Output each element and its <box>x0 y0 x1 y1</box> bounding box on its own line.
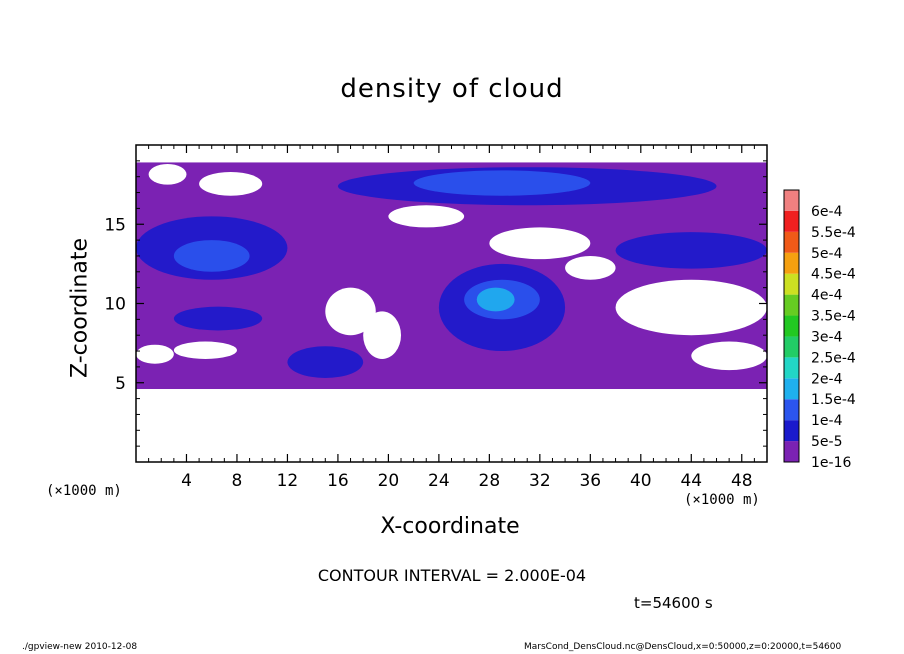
x-tick-label-9: 40 <box>630 471 652 491</box>
cloud-free-region-1 <box>136 389 767 462</box>
y-axis-unit: (×1000 m) <box>46 483 122 499</box>
colorbar-swatch-7 <box>784 294 799 316</box>
clear-patch-5 <box>565 255 616 280</box>
clear-patch-8 <box>136 344 174 364</box>
clear-patch-6 <box>325 287 376 336</box>
colorbar-swatch-3 <box>784 378 799 400</box>
colorbar-label-12: 6e-4 <box>811 204 843 220</box>
colorbar-label-5: 2.5e-4 <box>811 350 856 366</box>
y-tick-label-1: 10 <box>104 295 126 315</box>
chart-title: density of cloud <box>340 74 564 104</box>
colorbar-swatch-0 <box>784 441 799 462</box>
clear-patch-4 <box>615 279 767 336</box>
colorbar-label-6: 3e-4 <box>811 329 843 345</box>
colorbar-swatch-5 <box>784 336 799 358</box>
contour-interval: CONTOUR INTERVAL = 2.000E-04 <box>317 566 587 585</box>
y-tick-label-0: 5 <box>115 374 126 394</box>
x-tick-label-1: 8 <box>232 471 243 491</box>
time-label: t=54600 s <box>634 594 713 612</box>
clear-patch-1 <box>199 171 263 196</box>
clear-patch-9 <box>173 341 237 359</box>
x-axis-unit: (×1000 m) <box>684 492 760 508</box>
colorbar-label-11: 5.5e-4 <box>811 225 856 241</box>
x-tick-label-7: 32 <box>529 471 551 491</box>
colorbar-swatch-11 <box>784 210 799 232</box>
colorbar-label-7: 3.5e-4 <box>811 309 856 325</box>
clear-patch-10 <box>691 341 767 371</box>
clear-patch-0 <box>148 164 187 185</box>
footer-left: ./gpview-new 2010-12-08 <box>22 642 138 652</box>
x-tick-label-4: 20 <box>378 471 400 491</box>
clear-patch-3 <box>489 227 591 260</box>
colorbar-swatch-4 <box>784 357 799 379</box>
x-tick-label-5: 24 <box>428 471 450 491</box>
cloud-region-11 <box>615 232 767 269</box>
colorbar-label-4: 2e-4 <box>811 371 843 387</box>
colorbar-label-8: 4e-4 <box>811 288 843 304</box>
footer-right: MarsCond_DensCloud.nc@DensCloud,x=0:5000… <box>524 642 842 652</box>
colorbar-label-0: 1e-16 <box>811 455 851 471</box>
x-tick-label-8: 36 <box>579 471 601 491</box>
colorbar-swatch-8 <box>784 273 799 295</box>
colorbar-frame <box>783 189 800 463</box>
colorbar-swatch-12 <box>784 190 799 211</box>
clear-patch-7 <box>363 311 402 359</box>
x-tick-label-11: 48 <box>731 471 753 491</box>
cloud-region-9 <box>173 306 263 331</box>
cloud-region-3 <box>413 170 591 196</box>
x-tick-label-10: 44 <box>680 471 702 491</box>
colorbar-swatch-1 <box>784 420 799 442</box>
cloud-region-10 <box>287 346 364 378</box>
colorbar-label-1: 5e-5 <box>811 434 842 450</box>
x-tick-label-0: 4 <box>181 471 192 491</box>
colorbar-label-3: 1.5e-4 <box>811 392 856 408</box>
y-tick-label-2: 15 <box>104 215 126 235</box>
colorbar-swatch-9 <box>784 252 799 274</box>
colorbar-swatch-6 <box>784 315 799 337</box>
colorbar-label-9: 4.5e-4 <box>811 267 856 283</box>
x-tick-label-3: 16 <box>327 471 349 491</box>
cloud-region-8 <box>476 287 515 312</box>
colorbar-swatch-10 <box>784 231 799 253</box>
clear-patch-2 <box>388 205 465 228</box>
x-tick-label-6: 28 <box>479 471 501 491</box>
x-axis-label: X-coordinate <box>380 514 520 539</box>
x-tick-label-2: 12 <box>277 471 299 491</box>
colorbar-label-10: 5e-4 <box>811 246 843 262</box>
cloud-region-5 <box>173 240 250 272</box>
colorbar-swatch-2 <box>784 399 799 421</box>
colorbar-label-2: 1e-4 <box>811 413 843 429</box>
